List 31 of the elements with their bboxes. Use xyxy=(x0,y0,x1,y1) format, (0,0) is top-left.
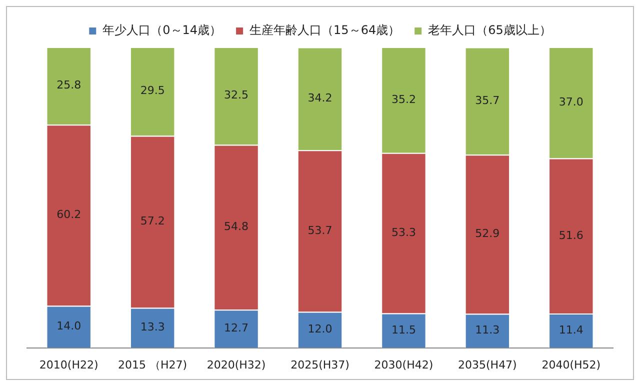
data-label: 35.2 xyxy=(391,92,416,106)
data-label: 32.5 xyxy=(224,88,249,102)
data-label: 29.5 xyxy=(140,84,165,98)
data-label: 37.0 xyxy=(558,96,584,109)
data-label: 14.0 xyxy=(56,320,82,333)
x-tick-label: 2015 （H27) xyxy=(118,358,188,372)
data-label: 12.0 xyxy=(308,322,332,336)
data-label: 11.4 xyxy=(558,324,584,337)
x-tick-label: 2010(H22) xyxy=(39,358,98,372)
data-label: 51.6 xyxy=(558,228,584,242)
data-label: 60.2 xyxy=(56,208,82,222)
data-label: 53.3 xyxy=(391,226,416,239)
data-label: 57.2 xyxy=(140,214,165,228)
x-tick-label: 2030(H42) xyxy=(374,358,434,372)
legend-label: 生産年齢人口（15～64歳） xyxy=(250,23,400,38)
data-label: 12.7 xyxy=(224,322,249,335)
data-label: 25.8 xyxy=(56,78,82,92)
legend-label: 年少人口（0～14歳） xyxy=(102,23,222,38)
x-tick-label: 2035(H47) xyxy=(458,358,517,372)
data-label: 53.7 xyxy=(308,224,332,237)
data-label: 13.3 xyxy=(140,320,165,334)
x-tick-label: 2040(H52) xyxy=(542,358,601,372)
x-tick-label: 2020(H32) xyxy=(206,358,266,372)
data-label: 34.2 xyxy=(308,92,332,105)
data-label: 52.9 xyxy=(475,227,500,240)
data-label: 54.8 xyxy=(224,220,249,234)
data-label: 11.5 xyxy=(391,323,416,336)
data-label: 11.3 xyxy=(475,324,500,337)
data-label: 35.7 xyxy=(475,94,500,107)
legend-label: 老年人口（65歳以上） xyxy=(428,23,552,38)
x-tick-label: 2025(H37) xyxy=(290,358,350,372)
